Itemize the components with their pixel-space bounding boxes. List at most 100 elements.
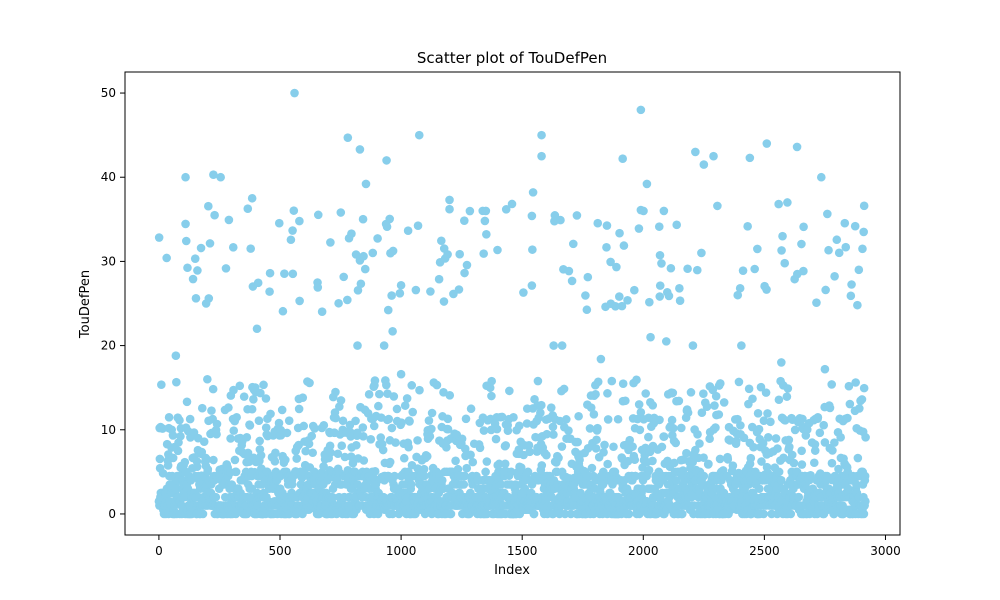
scatter-point [168, 453, 178, 463]
scatter-point [825, 403, 835, 413]
scatter-point [624, 509, 634, 519]
scatter-point [746, 453, 756, 463]
scatter-point [593, 218, 603, 228]
scatter-point [734, 377, 744, 387]
scatter-point [716, 379, 725, 388]
scatter-point [277, 405, 287, 415]
scatter-point [514, 421, 524, 431]
scatter-point [232, 412, 241, 422]
scatter-point [528, 245, 537, 254]
scatter-point [249, 395, 258, 404]
scatter-point [611, 302, 620, 311]
scatter-point [253, 278, 263, 288]
scatter-point [548, 422, 558, 432]
scatter-point [859, 383, 869, 393]
scatter-point [183, 263, 192, 273]
scatter-point [672, 220, 681, 230]
scatter-point [487, 376, 496, 386]
scatter-point [205, 239, 215, 248]
scatter-point [188, 274, 198, 284]
scatter-point [699, 471, 709, 481]
scatter-point [274, 418, 284, 428]
scatter-point [265, 287, 274, 296]
scatter-point [797, 446, 806, 456]
scatter-point [636, 105, 646, 115]
scatter-point [254, 416, 264, 425]
scatter-point [573, 437, 582, 447]
scatter-point [625, 435, 635, 445]
y-tick-label: 50 [101, 86, 116, 100]
scatter-point [778, 231, 787, 241]
scatter-point [397, 418, 406, 428]
y-tick-label: 40 [101, 170, 116, 184]
scatter-point [462, 260, 472, 270]
scatter-point [675, 296, 685, 305]
scatter-point [259, 380, 268, 390]
scatter-point [286, 235, 296, 245]
scatter-point [623, 456, 633, 466]
scatter-point [182, 397, 192, 407]
scatter-point [820, 364, 830, 374]
scatter-point [557, 442, 567, 451]
scatter-point [202, 455, 212, 464]
scatter-point [310, 424, 319, 433]
scatter-point [699, 453, 708, 462]
scatter-point [211, 492, 221, 502]
scatter-point [799, 222, 808, 232]
scatter-point [501, 441, 511, 450]
scatter-point [861, 433, 870, 442]
scatter-point [708, 385, 718, 395]
scatter-point [451, 456, 460, 466]
scatter-point [437, 475, 447, 485]
scatter-point [824, 245, 833, 255]
scatter-point [326, 238, 335, 247]
x-tick-label: 2000 [628, 544, 659, 558]
scatter-point [615, 228, 624, 238]
scatter-point [328, 492, 337, 502]
scatter-point [797, 460, 807, 469]
scatter-point [457, 434, 467, 444]
scatter-point [379, 341, 389, 350]
scatter-point [568, 239, 578, 249]
x-axis-ticks: 0 500 1000 1500 2000 2500 3000 [155, 535, 901, 558]
scatter-point [711, 391, 721, 401]
scatter-point [402, 394, 412, 403]
scatter-point [572, 211, 582, 220]
scatter-point [439, 297, 449, 306]
scatter-point [733, 290, 743, 300]
scatter-point [308, 448, 318, 458]
scatter-point [154, 233, 164, 242]
scatter-point [735, 283, 745, 293]
scatter-point [682, 448, 691, 458]
scatter-point [702, 402, 712, 412]
scatter-point [384, 414, 394, 424]
scatter-point [655, 281, 665, 290]
scatter-point [841, 242, 851, 252]
scatter-point [523, 467, 533, 477]
scatter-point [634, 224, 644, 233]
scatter-point [520, 484, 530, 494]
scatter-point [392, 404, 402, 414]
scatter-point [298, 393, 308, 402]
scatter-point [181, 219, 190, 229]
scatter-point [466, 450, 475, 460]
scatter-point [542, 429, 552, 439]
scatter-point [209, 455, 218, 465]
scatter-point [537, 400, 546, 410]
scatter-point [239, 392, 249, 401]
scatter-point [347, 229, 356, 239]
scatter-point [193, 266, 202, 275]
scatter-point [537, 151, 546, 161]
scatter-point [692, 265, 702, 275]
scatter-point [419, 464, 429, 474]
x-tick-label: 500 [269, 544, 292, 558]
scatter-point [593, 377, 603, 387]
scatter-point [618, 154, 627, 164]
scatter-point [836, 433, 845, 442]
scatter-point [728, 461, 738, 470]
scatter-point [522, 419, 532, 428]
scatter-point [331, 413, 341, 423]
x-tick-label: 2500 [749, 544, 780, 558]
scatter-point [295, 296, 304, 306]
